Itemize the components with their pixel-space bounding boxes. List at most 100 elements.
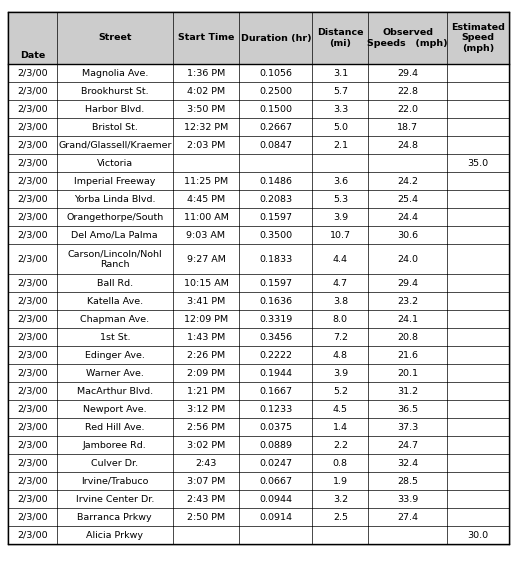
- Text: 0.1667: 0.1667: [260, 386, 292, 396]
- Text: 8.0: 8.0: [333, 314, 348, 324]
- Text: 0.0375: 0.0375: [260, 422, 293, 432]
- Text: 3:50 PM: 3:50 PM: [187, 104, 225, 114]
- Text: 3.2: 3.2: [333, 495, 348, 503]
- Text: 2:43 PM: 2:43 PM: [187, 495, 225, 503]
- Bar: [8, 508, 509, 526]
- Text: 2/3/00: 2/3/00: [17, 495, 48, 503]
- Text: 9:27 AM: 9:27 AM: [187, 255, 225, 263]
- Text: Imperial Freeway: Imperial Freeway: [74, 176, 156, 186]
- Text: 3.6: 3.6: [333, 176, 348, 186]
- Text: Katella Ave.: Katella Ave.: [87, 296, 143, 306]
- Text: Alicia Prkwy: Alicia Prkwy: [86, 531, 143, 539]
- Text: Red Hill Ave.: Red Hill Ave.: [85, 422, 145, 432]
- Bar: [8, 136, 509, 154]
- Bar: [8, 274, 509, 292]
- Text: Orangethorpe/South: Orangethorpe/South: [66, 212, 163, 222]
- Text: Brookhurst St.: Brookhurst St.: [81, 86, 148, 96]
- Text: Start Time: Start Time: [178, 34, 234, 42]
- Text: 2/3/00: 2/3/00: [17, 477, 48, 485]
- Bar: [8, 100, 509, 118]
- Text: 30.0: 30.0: [467, 531, 489, 539]
- Text: 18.7: 18.7: [397, 122, 418, 132]
- Text: 5.0: 5.0: [333, 122, 348, 132]
- Text: 2:43: 2:43: [195, 459, 217, 467]
- Bar: [8, 292, 509, 310]
- Text: 5.7: 5.7: [333, 86, 348, 96]
- Text: 2.1: 2.1: [333, 140, 348, 150]
- Text: 3.1: 3.1: [333, 68, 348, 78]
- Text: Barranca Prkwy: Barranca Prkwy: [78, 513, 152, 521]
- Text: 0.0914: 0.0914: [260, 513, 292, 521]
- Text: 2/3/00: 2/3/00: [17, 386, 48, 396]
- Text: 0.1833: 0.1833: [259, 255, 293, 263]
- Text: 2/3/00: 2/3/00: [17, 230, 48, 240]
- Text: 1st St.: 1st St.: [100, 332, 130, 342]
- Text: Chapman Ave.: Chapman Ave.: [80, 314, 149, 324]
- Text: 3.3: 3.3: [333, 104, 348, 114]
- Text: 20.8: 20.8: [397, 332, 418, 342]
- Text: 35.0: 35.0: [467, 158, 489, 168]
- Text: 10:15 AM: 10:15 AM: [184, 278, 229, 288]
- Text: 0.2083: 0.2083: [260, 194, 293, 204]
- Bar: [8, 490, 509, 508]
- Text: 12:09 PM: 12:09 PM: [184, 314, 228, 324]
- Text: 2:50 PM: 2:50 PM: [187, 513, 225, 521]
- Text: 2/3/00: 2/3/00: [17, 104, 48, 114]
- Text: 0.0889: 0.0889: [260, 440, 292, 450]
- Text: 2/3/00: 2/3/00: [17, 278, 48, 288]
- Text: 28.5: 28.5: [397, 477, 418, 485]
- Text: 12:32 PM: 12:32 PM: [184, 122, 228, 132]
- Text: 2/3/00: 2/3/00: [17, 368, 48, 378]
- Text: 24.4: 24.4: [397, 212, 418, 222]
- Bar: [8, 436, 509, 454]
- Text: 10.7: 10.7: [330, 230, 351, 240]
- Text: 0.1486: 0.1486: [260, 176, 292, 186]
- Text: 29.4: 29.4: [397, 68, 418, 78]
- Bar: [8, 364, 509, 382]
- Bar: [8, 418, 509, 436]
- Text: Yorba Linda Blvd.: Yorba Linda Blvd.: [74, 194, 156, 204]
- Text: Date: Date: [20, 51, 45, 60]
- Bar: [8, 244, 509, 274]
- Text: 0.0667: 0.0667: [260, 477, 292, 485]
- Text: 2:09 PM: 2:09 PM: [187, 368, 225, 378]
- Text: 11:00 AM: 11:00 AM: [184, 212, 229, 222]
- Text: 27.4: 27.4: [397, 513, 418, 521]
- Text: Estimated
Speed
(mph): Estimated Speed (mph): [451, 23, 505, 53]
- Text: 9:03 AM: 9:03 AM: [187, 230, 225, 240]
- Text: 0.0944: 0.0944: [260, 495, 292, 503]
- Text: Jamboree Rd.: Jamboree Rd.: [83, 440, 147, 450]
- Text: 0.1500: 0.1500: [260, 104, 292, 114]
- Text: Warner Ave.: Warner Ave.: [86, 368, 144, 378]
- Text: Edinger Ave.: Edinger Ave.: [85, 350, 145, 360]
- Text: 24.1: 24.1: [397, 314, 418, 324]
- Bar: [8, 190, 509, 208]
- Text: Del Amo/La Palma: Del Amo/La Palma: [71, 230, 158, 240]
- Text: Duration (hr): Duration (hr): [240, 34, 311, 42]
- Text: 0.1944: 0.1944: [260, 368, 292, 378]
- Text: 1:43 PM: 1:43 PM: [187, 332, 225, 342]
- Text: Distance
(mi): Distance (mi): [317, 28, 363, 48]
- Text: 2/3/00: 2/3/00: [17, 194, 48, 204]
- Text: 29.4: 29.4: [397, 278, 418, 288]
- Text: 0.0847: 0.0847: [260, 140, 292, 150]
- Text: 0.1056: 0.1056: [260, 68, 292, 78]
- Text: 2.5: 2.5: [333, 513, 348, 521]
- Text: 30.6: 30.6: [397, 230, 418, 240]
- Text: Victoria: Victoria: [97, 158, 133, 168]
- Text: 0.3319: 0.3319: [259, 314, 293, 324]
- Text: 2/3/00: 2/3/00: [17, 176, 48, 186]
- Text: 2/3/00: 2/3/00: [17, 531, 48, 539]
- Text: Magnolia Ave.: Magnolia Ave.: [82, 68, 148, 78]
- Bar: [8, 172, 509, 190]
- Text: Ball Rd.: Ball Rd.: [97, 278, 133, 288]
- Bar: [8, 208, 509, 226]
- Text: 0.2222: 0.2222: [260, 350, 292, 360]
- Text: 2/3/00: 2/3/00: [17, 122, 48, 132]
- Text: 33.9: 33.9: [397, 495, 418, 503]
- Text: 25.4: 25.4: [397, 194, 418, 204]
- Bar: [8, 454, 509, 472]
- Text: 0.8: 0.8: [333, 459, 348, 467]
- Text: 5.2: 5.2: [333, 386, 348, 396]
- Text: Newport Ave.: Newport Ave.: [83, 404, 147, 414]
